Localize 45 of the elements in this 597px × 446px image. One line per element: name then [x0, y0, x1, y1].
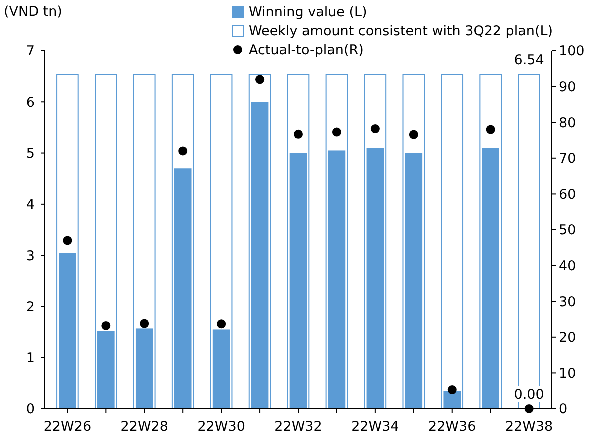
x-tick-label: 22W38 [505, 419, 554, 435]
y-tick-label: 0 [26, 402, 35, 418]
point [217, 320, 226, 329]
y-tick-label: 7 [26, 44, 35, 60]
x-tick-label: 22W32 [274, 419, 322, 435]
x-tick-label: 22W28 [120, 419, 168, 435]
point [486, 125, 496, 134]
legend-label: Actual-to-plan(R) [249, 42, 364, 59]
y2-tick-label: 40 [559, 258, 576, 275]
y-tick-label: 4 [26, 197, 35, 214]
y2-tick-label: 90 [559, 80, 576, 96]
point [102, 321, 111, 330]
y-tick-label: 5 [26, 146, 35, 162]
point [409, 130, 418, 140]
y2-tick-label: 100 [559, 44, 585, 60]
point [178, 146, 188, 156]
x-tick-label: 22W34 [352, 419, 400, 435]
y2-tick-label: 50 [559, 222, 576, 239]
point [140, 319, 150, 328]
point [256, 75, 265, 84]
point [294, 130, 303, 139]
y-tick-label: 2 [26, 299, 35, 316]
y2-tick-label: 80 [559, 115, 576, 132]
y-tick-label: 1 [26, 350, 35, 367]
y-tick-label: 3 [26, 248, 35, 264]
point [332, 128, 342, 137]
y2-tick-label: 30 [559, 294, 576, 310]
y2-tick-label: 0 [559, 402, 568, 418]
x-tick-label: 22W36 [428, 419, 476, 435]
y2-tick-label: 10 [559, 366, 576, 382]
data-label: 0.00 [514, 387, 544, 403]
x-tick-label: 22W30 [198, 419, 246, 435]
point [63, 236, 72, 246]
legend-label: Winning value (L) [249, 4, 368, 21]
y2-tick-label: 70 [559, 151, 576, 168]
legend-label: Weekly amount consistent with 3Q22 plan(L) [249, 24, 554, 40]
y-axis-title: (VND tn) [4, 4, 62, 20]
data-label: 6.54 [514, 52, 544, 69]
y-tick-label: 6 [26, 94, 35, 111]
x-tick-label: 22W26 [44, 419, 92, 435]
y2-tick-label: 20 [559, 330, 576, 346]
point [370, 124, 380, 134]
point [448, 386, 457, 395]
y2-tick-label: 60 [559, 186, 576, 203]
bar [441, 74, 464, 410]
